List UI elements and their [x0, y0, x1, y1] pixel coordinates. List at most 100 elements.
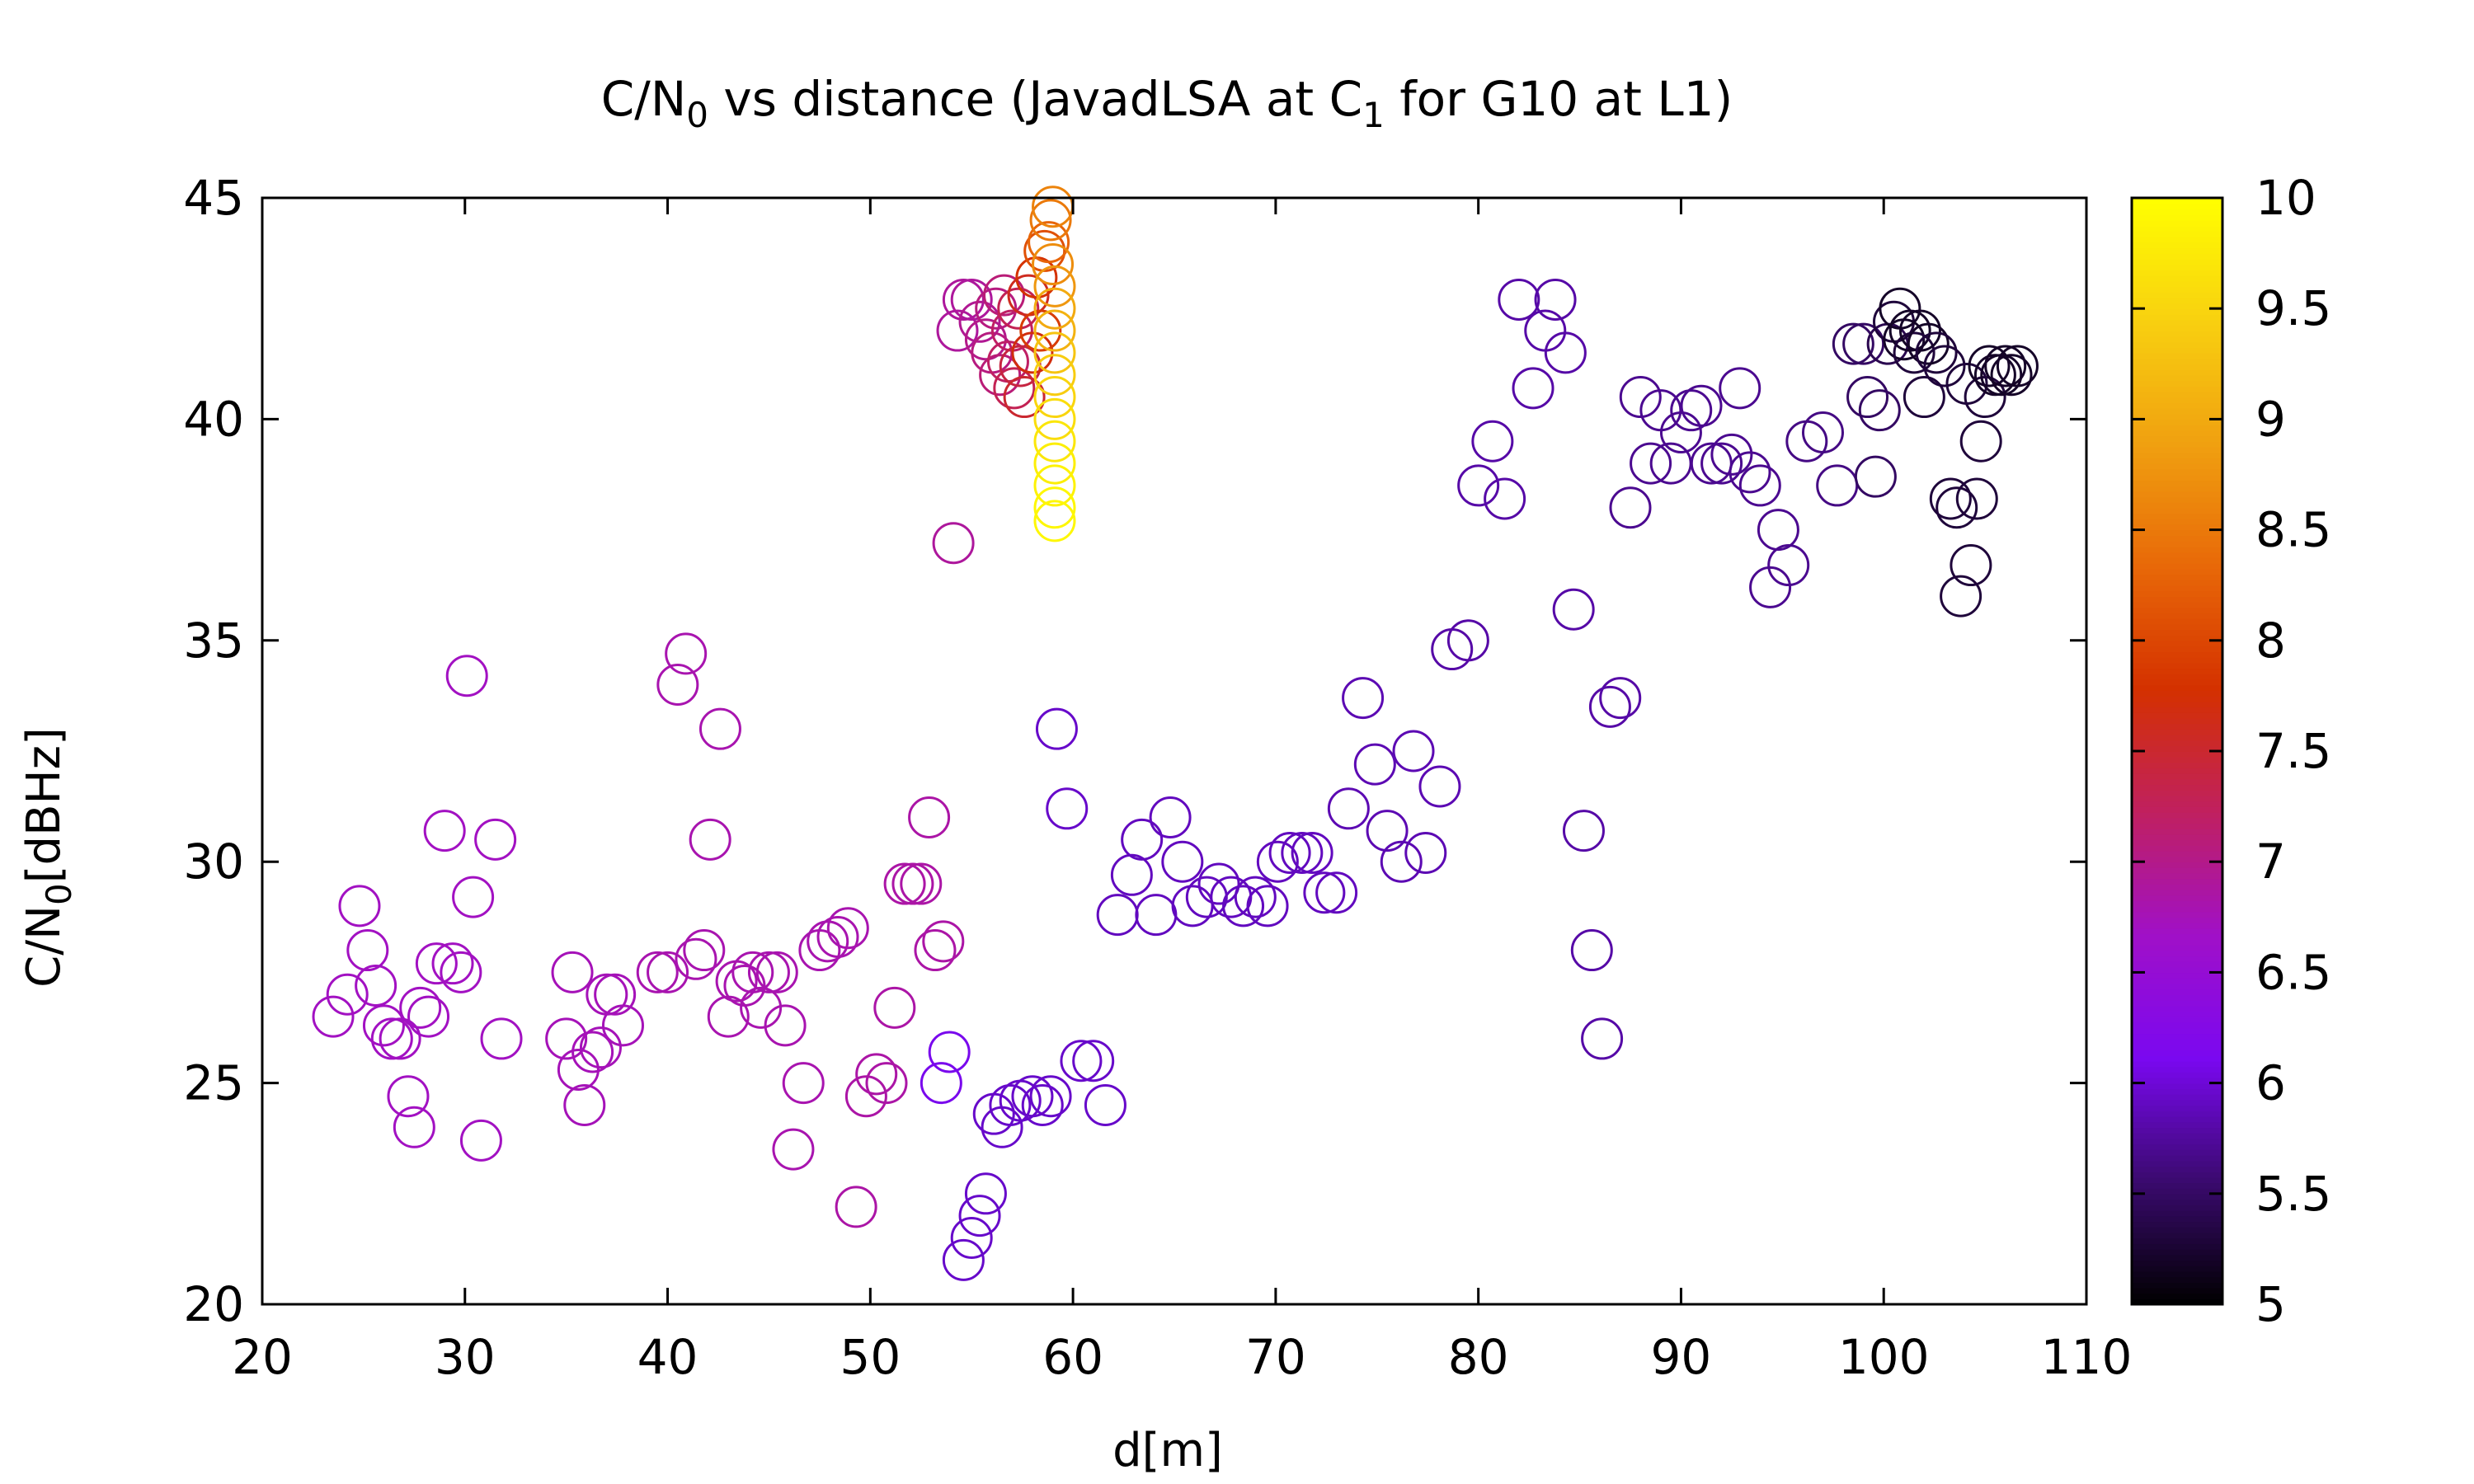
colorbar-slice	[2132, 386, 2222, 392]
colorbar-slice	[2132, 806, 2222, 813]
colorbar-slice	[2132, 900, 2222, 907]
data-point	[338, 885, 381, 928]
data-point	[1035, 707, 1078, 750]
colorbar-slice	[2132, 1050, 2222, 1056]
data-point	[1929, 477, 1972, 520]
data-point	[1431, 628, 1474, 671]
data-point	[755, 951, 798, 993]
colorbar-tick-label: 10	[2255, 170, 2316, 226]
colorbar-slice	[2132, 1298, 2222, 1305]
data-point	[1968, 345, 2011, 387]
data-point	[1534, 278, 1577, 321]
data-point	[731, 951, 774, 993]
data-point	[1588, 685, 1631, 728]
data-point	[1854, 455, 1897, 498]
colorbar-slice	[2132, 1132, 2222, 1139]
data-point	[1719, 367, 1761, 410]
data-point	[740, 986, 783, 1029]
data-point	[1033, 464, 1076, 507]
data-point	[586, 973, 628, 1016]
x-tick-label: 30	[435, 1329, 496, 1385]
data-point	[1315, 871, 1358, 914]
data-point	[1222, 885, 1265, 928]
data-point	[1935, 486, 1978, 529]
data-point	[1342, 677, 1385, 720]
data-point	[656, 663, 699, 706]
data-point	[393, 1106, 435, 1148]
colorbar-slice	[2132, 690, 2222, 697]
data-point	[1471, 420, 1514, 463]
data-point	[346, 929, 389, 972]
colorbar-slice	[2132, 1055, 2222, 1062]
colorbar-slice	[2132, 1105, 2222, 1111]
colorbar-slice	[2132, 391, 2222, 398]
colorbar-slice	[2132, 568, 2222, 575]
data-point	[883, 862, 926, 905]
data-point	[1846, 376, 1889, 419]
data-point	[1019, 309, 1062, 352]
data-point	[1498, 278, 1540, 321]
data-point	[563, 1083, 606, 1126]
data-point	[1552, 588, 1595, 631]
data-point	[1353, 743, 1396, 786]
colorbar-slice	[2132, 1171, 2222, 1178]
colorbar-slice	[2132, 1282, 2222, 1289]
colorbar-slice	[2132, 1260, 2222, 1266]
colorbar-slice	[2132, 452, 2222, 459]
data-point	[1033, 486, 1076, 529]
data-point	[1801, 411, 1844, 454]
data-point	[1785, 420, 1828, 463]
data-point	[1484, 477, 1526, 520]
colorbar-slice	[2132, 707, 2222, 713]
colorbar-slice	[2132, 723, 2222, 730]
colorbar-slice	[2132, 1077, 2222, 1084]
colorbar-slice	[2132, 834, 2222, 841]
colorbar-slice	[2132, 480, 2222, 486]
data-point	[900, 862, 943, 905]
colorbar-slice	[2132, 369, 2222, 376]
plot-area: 20 30 40 50 60 70 80 90 100 110 20 25 30 35 40 45	[183, 170, 2132, 1385]
colorbar-slice	[2132, 923, 2222, 929]
colorbar-slice	[2132, 552, 2222, 558]
colorbar-tick-label: 5.5	[2255, 1166, 2331, 1222]
colorbar-slice	[2132, 662, 2222, 669]
colorbar-slice	[2132, 358, 2222, 365]
data-point	[1072, 1040, 1115, 1082]
colorbar-slice	[2132, 425, 2222, 431]
colorbar-slice	[2132, 513, 2222, 519]
colorbar-slice	[2132, 817, 2222, 824]
colorbar-slice	[2132, 529, 2222, 537]
colorbar-slice	[2132, 397, 2222, 404]
x-tick-label: 100	[1838, 1329, 1930, 1385]
colorbar-slice	[2132, 1088, 2222, 1095]
colorbar-slice	[2132, 1127, 2222, 1134]
data-point	[1171, 885, 1214, 928]
data-point	[1327, 787, 1370, 830]
colorbar-slice	[2132, 811, 2222, 819]
x-tick-label: 80	[1448, 1329, 1509, 1385]
data-point	[1234, 876, 1277, 918]
data-point	[772, 1128, 815, 1171]
colorbar-slice	[2132, 889, 2222, 896]
data-point	[1028, 221, 1070, 264]
data-point	[1033, 331, 1076, 374]
colorbar-slice	[2132, 1176, 2222, 1184]
colorbar-slice	[2132, 956, 2222, 962]
colorbar-tick-label: 6.5	[2255, 944, 2331, 1000]
colorbar-slice	[2132, 1266, 2222, 1272]
data-point	[958, 300, 1001, 343]
data-point	[782, 1062, 825, 1105]
data-point	[891, 862, 934, 905]
x-ticks: 20 30 40 50 60 70 80 90 100 110	[232, 198, 2132, 1385]
data-point	[764, 1004, 807, 1047]
colorbar-slice	[2132, 458, 2222, 464]
data-point	[1011, 331, 1054, 374]
colorbar-slice	[2132, 740, 2222, 747]
colorbar-slice	[2132, 933, 2222, 940]
data-point	[698, 707, 741, 750]
data-point	[579, 1026, 622, 1069]
colorbar-slice	[2132, 303, 2222, 309]
data-point	[1096, 894, 1139, 937]
colorbar-slice	[2132, 419, 2222, 425]
colorbar-slice	[2132, 607, 2222, 614]
